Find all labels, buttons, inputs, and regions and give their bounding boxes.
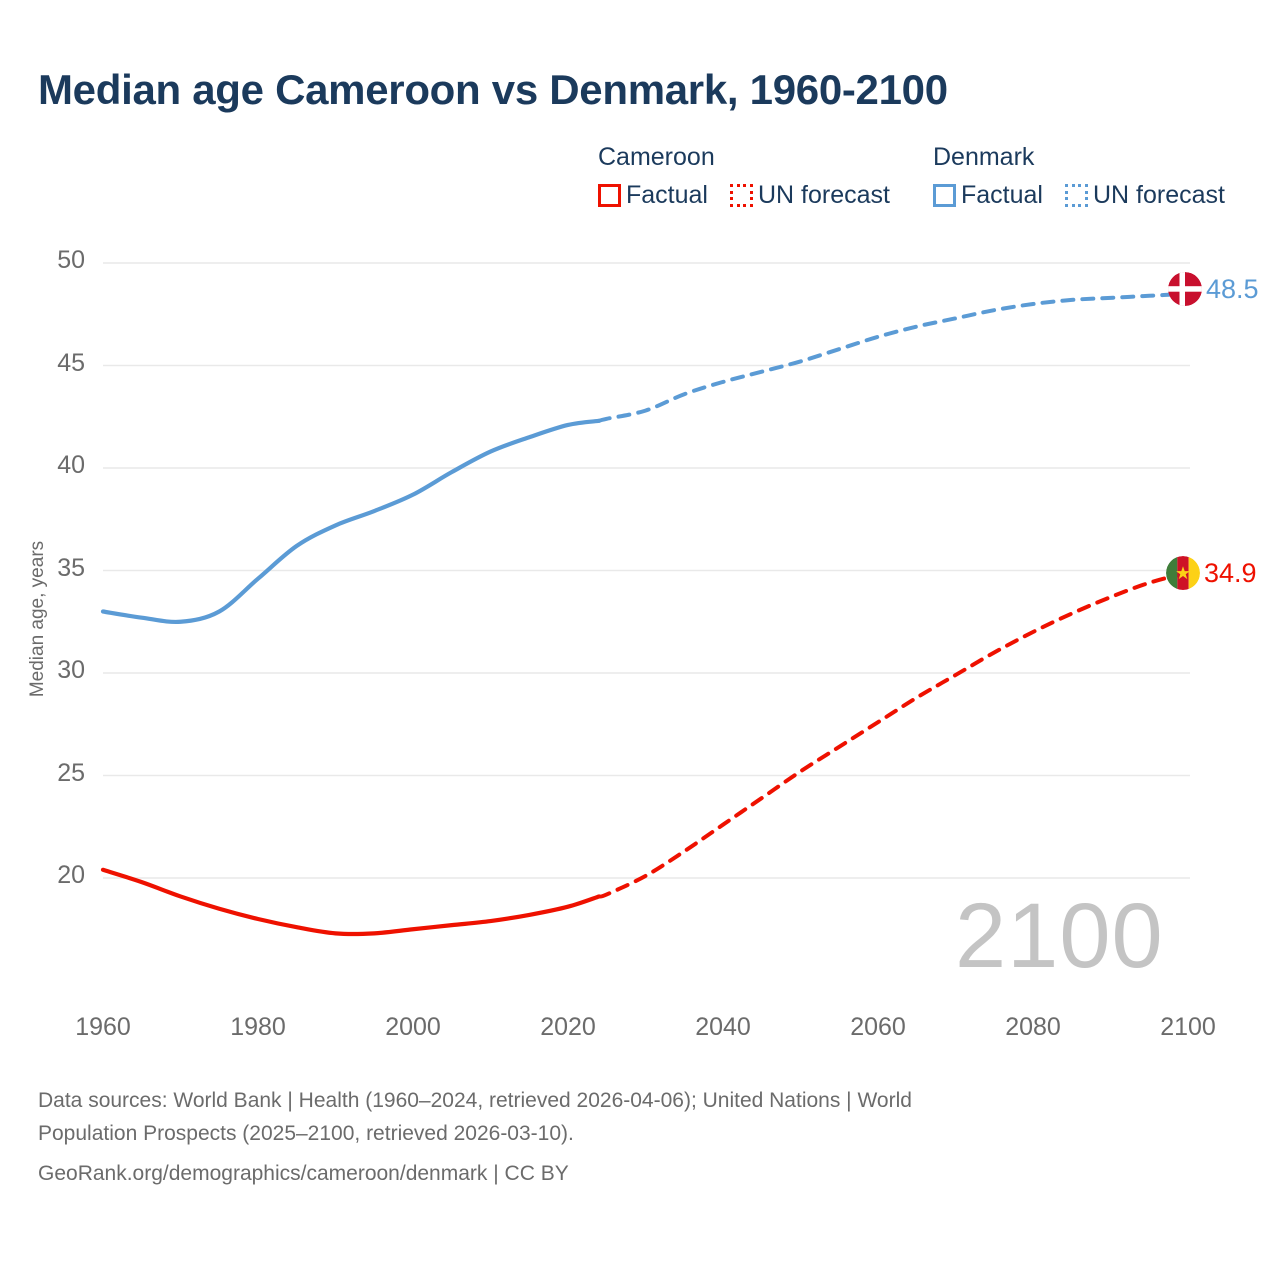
y-tick-label: 50 <box>57 246 85 274</box>
footer-attribution[interactable]: GeoRank.org/demographics/cameroon/denmar… <box>38 1162 569 1185</box>
chart-legend: Cameroon Factual UN forecast Denmark Fac… <box>598 142 1258 220</box>
legend-country-denmark: Denmark <box>933 143 1035 171</box>
legend-swatch-dotted-icon <box>729 183 753 207</box>
endpoint-value-denmark: 48.5 <box>1206 273 1259 304</box>
legend-item-denmark-forecast[interactable]: UN forecast <box>1064 181 1225 209</box>
cameroon-flag-icon <box>1166 556 1200 590</box>
x-tick-label: 2020 <box>540 1013 596 1041</box>
y-tick-label: 25 <box>57 758 85 787</box>
footer: Data sources: World Bank | Health (1960–… <box>38 1084 1238 1190</box>
footer-data-sources-line2: Population Prospects (2025–2100, retriev… <box>38 1122 574 1145</box>
series-lines <box>100 291 1190 937</box>
x-tick-label: 1980 <box>230 1013 286 1041</box>
series-line-denmark-forecast <box>597 291 1190 423</box>
legend-group-cameroon: Cameroon Factual UN forecast <box>598 142 890 208</box>
legend-label-cameroon-factual: Factual <box>626 181 708 209</box>
legend-item-cameroon-factual[interactable]: Factual <box>598 182 708 208</box>
denmark-flag-icon <box>1168 272 1202 306</box>
x-tick-label: 2080 <box>1005 1013 1061 1041</box>
footer-data-sources-line1: Data sources: World Bank | Health (1960–… <box>38 1089 912 1112</box>
series-line-cameroon-factual <box>100 867 602 937</box>
page-title: Median age Cameroon vs Denmark, 1960-210… <box>38 66 948 113</box>
series-line-cameroon-forecast <box>597 570 1190 899</box>
legend-group-denmark: Denmark Factual UN forecast <box>933 142 1225 208</box>
endpoint-cameroon: 34.9 <box>1166 556 1257 590</box>
legend-label-denmark-forecast: UN forecast <box>1092 181 1225 209</box>
x-tick-label: 2040 <box>695 1013 751 1041</box>
legend-item-cameroon-forecast[interactable]: UN forecast <box>729 181 890 209</box>
legend-swatch-solid-icon <box>598 183 621 207</box>
endpoint-value-cameroon: 34.9 <box>1204 557 1257 588</box>
y-axis-title: Median age, years <box>27 540 48 698</box>
watermark-year: 2100 <box>955 885 1164 987</box>
legend-label-cameroon-forecast: UN forecast <box>757 181 890 209</box>
y-tick-label: 45 <box>57 348 85 377</box>
y-tick-label: 40 <box>57 451 85 479</box>
legend-item-denmark-factual[interactable]: Factual <box>933 182 1043 208</box>
x-tick-label: 1960 <box>75 1013 131 1041</box>
legend-swatch-dotted-icon <box>1064 183 1088 207</box>
y-tick-label: 20 <box>57 861 85 889</box>
legend-swatch-solid-icon <box>933 183 956 207</box>
series-line-denmark-factual <box>100 418 602 625</box>
y-tick-label: 35 <box>57 553 85 582</box>
x-tick-label: 2060 <box>850 1013 906 1041</box>
endpoint-denmark: 48.5 <box>1168 272 1259 306</box>
gridlines <box>103 262 1190 879</box>
x-tick-label: 2100 <box>1160 1013 1216 1041</box>
y-tick-label: 30 <box>57 656 85 684</box>
legend-label-denmark-factual: Factual <box>961 181 1043 209</box>
x-tick-label: 2000 <box>385 1013 441 1041</box>
legend-country-cameroon: Cameroon <box>598 143 715 171</box>
